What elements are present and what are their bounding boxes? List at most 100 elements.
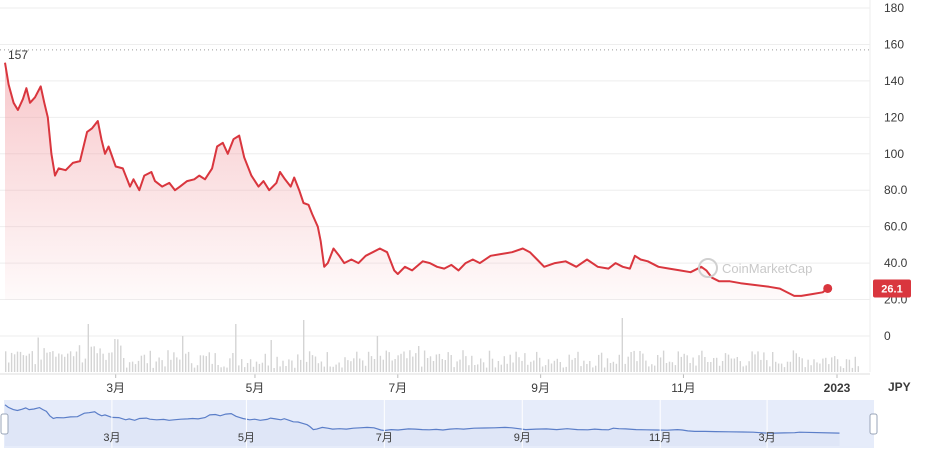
volume-bar [739,361,741,372]
volume-bar [288,359,290,372]
volume-bar [232,353,234,372]
volume-bar [182,336,184,372]
volume-bar [521,360,523,372]
volume-bar [19,351,22,372]
volume-bar [379,355,382,372]
volume-bar [459,359,461,372]
volume-bar [733,358,736,372]
navigator-tick-label: 5月 [238,432,255,444]
volume-bar [16,351,19,372]
volume-bar [52,351,54,372]
volume-bar [488,350,491,372]
volume-bar [87,324,89,372]
volume-bar [831,357,833,372]
volume-bar [757,351,759,372]
volume-bar [164,366,166,372]
volume-bar [193,367,196,372]
volume-bar [695,365,697,372]
volume-bar [571,359,573,372]
volume-bar [226,367,228,372]
volume-bar [630,352,632,372]
volume-bar [69,351,72,372]
volume-bar [111,352,113,372]
volume-bar [22,355,25,372]
volume-bar [49,352,51,372]
volume-bar [692,357,694,372]
volume-bar [698,355,700,372]
volume-bar [246,363,249,372]
volume-bar [651,364,653,372]
volume-bar [323,366,325,372]
volume-bar [804,367,806,372]
volume-bar [300,359,302,372]
volume-bar [603,367,606,372]
volume-bar [418,346,420,372]
volume-bar [645,360,647,372]
volume-bar [609,363,612,372]
range-navigator[interactable]: 3月 5月 7月 9月 11月 3月 [0,400,878,448]
volume-bar [120,345,122,372]
volume-bar [202,355,205,372]
volume-bar [816,362,818,372]
y-tick-label: 140 [884,74,904,88]
volume-bar [527,364,529,372]
volume-bar [285,366,287,372]
volume-bar [388,352,390,372]
x-tick-label: 3月 [106,381,125,395]
volume-bar [217,365,219,372]
volume-bar [539,357,541,372]
volume-bar [580,366,582,372]
volume-bar [126,367,128,372]
volume-bar [783,367,786,372]
volume-bar [671,362,674,372]
volume-bar [639,351,641,372]
volume-bar [727,354,730,372]
volume-bar [621,318,623,372]
volume-bar [595,365,597,372]
navigator-tick-label: 11月 [649,432,671,444]
volume-bar [373,359,376,372]
volume-bar [37,337,39,372]
volume-bar [123,358,125,372]
volume-bar [55,356,57,372]
volume-bar [176,357,178,372]
volume-bar [704,357,706,372]
volume-bar [394,359,396,372]
volume-bar [668,361,671,372]
navigator-left-handle[interactable] [0,413,9,435]
volume-bar [311,355,314,372]
volume-bar [329,366,331,372]
volume-bar [429,356,432,372]
volume-bar [134,364,137,372]
volume-bar [618,354,620,372]
y-tick-label: 0 [884,329,891,343]
volume-bar [282,360,284,372]
volume-bar [435,354,438,372]
volume-bar [775,361,777,372]
navigator-right-handle[interactable] [869,413,878,435]
volume-bar [400,353,402,372]
volume-bar [848,359,851,372]
volume-bar [662,350,665,372]
volume-bar [568,354,570,372]
volume-bar [718,365,721,372]
volume-bar [754,354,756,372]
volume-bar [772,352,774,372]
volume-bar [482,362,485,372]
watermark: CoinMarketCap [698,258,812,278]
volume-bar [648,366,650,372]
volume-bar [500,364,502,372]
volume-bar [406,358,408,372]
volume-bar [583,360,585,372]
volume-bar [149,350,151,372]
volume-bar [308,351,311,372]
volume-bar [152,367,154,372]
volume-bar [665,363,668,372]
volume-bar [683,353,685,372]
volume-bar [347,360,349,372]
volume-bar [497,361,500,372]
volume-bar [229,358,231,372]
volume-bar [294,367,296,372]
volume-bar [654,365,656,372]
